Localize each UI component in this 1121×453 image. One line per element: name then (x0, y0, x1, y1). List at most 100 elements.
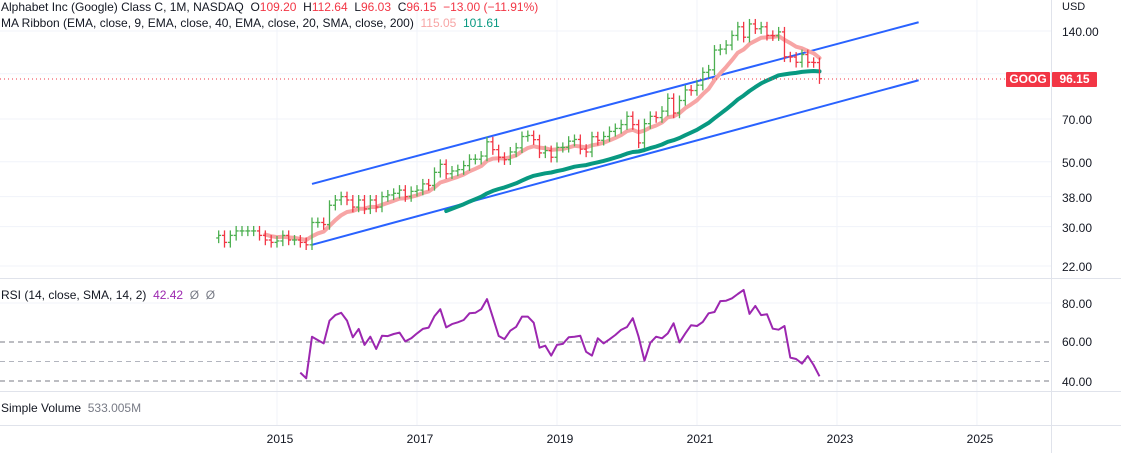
ohlc-bar (478, 151, 484, 165)
ema-40-line (444, 69, 822, 213)
ohlc-bar (787, 51, 793, 63)
ohlc-bar (449, 165, 455, 179)
time-tick: 2015 (266, 432, 294, 446)
ohlc-bar (332, 195, 338, 211)
rsi-label: RSI (14, close, SMA, 14, 2) (1, 288, 147, 302)
ohlc-bar (583, 144, 589, 158)
ohlc-bar (239, 225, 245, 237)
ohlc-bar (280, 230, 286, 247)
trendline (311, 79, 919, 246)
currency-label: USD (1062, 1, 1086, 13)
ohlc-bar (793, 52, 799, 68)
close-label: C (397, 0, 407, 14)
ohlc-bar (799, 49, 805, 68)
ohlc-bar (274, 235, 280, 248)
ohlc-bar (437, 159, 443, 178)
ohlc-bar (682, 84, 688, 106)
ohlc-bar (484, 136, 490, 162)
ohlc-bar (414, 185, 420, 197)
ohlc-bar (636, 119, 642, 149)
grid (0, 0, 1051, 425)
ohlc-bar (601, 131, 607, 146)
ohlc-bar (490, 136, 496, 155)
ohlc-bar (525, 130, 531, 142)
ohlc-bar (776, 26, 782, 41)
ohlc-bar (548, 145, 554, 163)
rsi-line (299, 288, 821, 380)
ohlc-bar (612, 123, 618, 137)
ohlc-bar (379, 191, 385, 213)
price-tick: 22.00 (1062, 260, 1093, 274)
ohlc-bar (227, 230, 233, 248)
ohlc-bar (303, 237, 309, 250)
ohlc-bar (496, 144, 502, 163)
ohlc-bar (770, 30, 776, 41)
ohlc-bar (700, 67, 706, 91)
ohlc-bar (297, 235, 303, 248)
ohlc-bar (676, 95, 682, 119)
ohlc-bar (472, 154, 478, 165)
ohlc-bar (706, 64, 712, 78)
rsi-legend[interactable]: RSI (14, close, SMA, 14, 2) 42.42 Ø Ø (1, 288, 215, 302)
ohlc-bar (245, 225, 251, 237)
time-tick: 2025 (966, 432, 994, 446)
ohlc-bar (461, 160, 467, 175)
ohlc-bars (216, 18, 822, 250)
low-label: L (354, 0, 361, 14)
rsi-pane (0, 288, 1051, 382)
ohlc-bar (688, 84, 694, 96)
ma-ribbon-legend[interactable]: MA Ribbon (EMA, close, 9, EMA, close, 40… (1, 16, 500, 30)
ohlc-bar (624, 111, 630, 130)
ohlc-bar (262, 230, 268, 246)
ohlc-bar (396, 185, 402, 199)
volume-legend[interactable]: Simple Volume 533.005M (1, 401, 141, 415)
ohlc-bar (326, 200, 332, 230)
ohlc-bar (665, 93, 671, 117)
symbol-legend[interactable]: Alphabet Inc (Google) Class C, 1M, NASDA… (1, 0, 538, 14)
ohlc-bar (257, 225, 263, 241)
rsi-tick: 80.00 (1062, 297, 1093, 311)
ohlc-bar (811, 57, 817, 68)
trendlines[interactable] (311, 21, 919, 246)
ohlc-bar (571, 134, 577, 147)
ema-9-line (263, 34, 822, 242)
close-value: 96.15 (406, 0, 437, 14)
time-tick: 2017 (406, 432, 434, 446)
ohlc-bar (222, 230, 228, 248)
ohlc-bar (286, 230, 292, 246)
price-tick: 38.00 (1062, 191, 1093, 205)
ohlc-bar (618, 119, 624, 134)
ohlc-bar (402, 185, 408, 202)
time-tick: 2019 (546, 432, 574, 446)
ohlc-bar (741, 21, 747, 43)
ohlc-bar (764, 21, 770, 41)
ohlc-bar (321, 217, 327, 230)
ohlc-bar (513, 142, 519, 158)
trendline (311, 21, 919, 185)
price-tick: 30.00 (1062, 221, 1093, 235)
ohlc-bar (542, 145, 548, 159)
ohlc-bar (589, 131, 595, 158)
ohlc-bar (595, 131, 601, 146)
time-tick: 2021 (686, 432, 714, 446)
ohlc-bar (758, 21, 764, 34)
rsi-value: 42.42 (153, 288, 184, 302)
ohlc-bar (711, 45, 717, 76)
ohlc-bar (350, 195, 356, 213)
ohlc-bar (752, 18, 758, 34)
price-tick: 140.00 (1062, 25, 1099, 39)
volume-label: Simple Volume (1, 401, 82, 415)
ohlc-bar (577, 134, 583, 155)
rsi-extra-1: Ø (189, 288, 200, 302)
ohlc-bar (315, 217, 321, 228)
low-value: 96.03 (361, 0, 392, 14)
ohlc-bar (507, 147, 513, 165)
ohlc-bar (361, 195, 367, 215)
ohlc-bar (531, 130, 537, 145)
ohlc-bar (291, 235, 297, 246)
ohlc-bar (735, 21, 741, 41)
rsi-tick: 40.00 (1062, 375, 1093, 389)
ohlc-bar (391, 188, 397, 201)
high-label: H (303, 0, 312, 14)
